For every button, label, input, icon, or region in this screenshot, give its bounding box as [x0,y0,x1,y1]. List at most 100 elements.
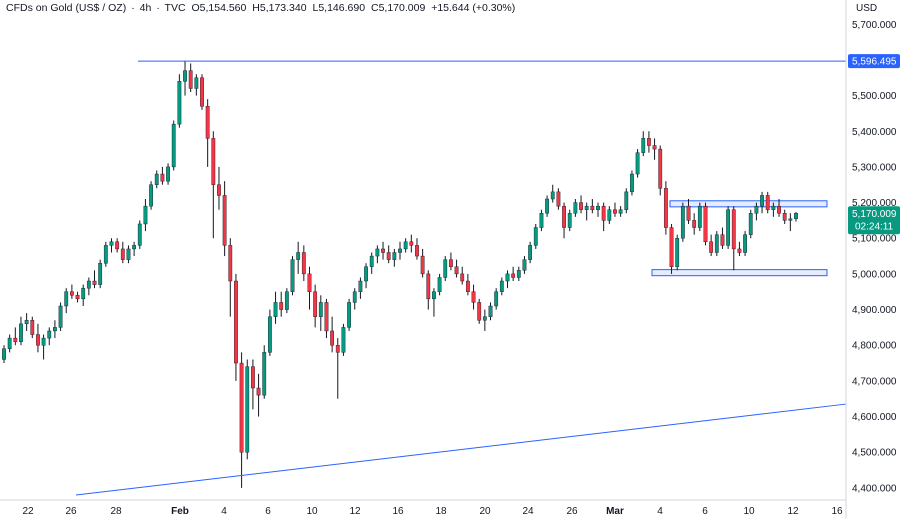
candle[interactable] [330,316,335,353]
candle[interactable] [714,231,719,257]
price-axis[interactable]: USD 5,700.0005,600.0005,500.0005,400.000… [845,0,897,518]
candle[interactable] [13,327,18,346]
resistance-zone[interactable] [669,200,828,208]
candle[interactable] [460,266,465,285]
candle[interactable] [415,238,419,260]
candle[interactable] [154,170,159,189]
candle[interactable] [296,241,301,274]
candle[interactable] [64,288,69,314]
candle[interactable] [358,277,363,299]
candle[interactable] [596,202,600,217]
candle[interactable] [137,220,142,249]
candle[interactable] [301,245,306,282]
candle[interactable] [251,359,255,410]
candle[interactable] [505,270,510,289]
candle[interactable] [590,199,595,214]
candle[interactable] [318,295,323,331]
candle[interactable] [75,291,80,303]
candle[interactable] [437,273,442,296]
candle[interactable] [771,202,776,217]
candle[interactable] [30,316,35,339]
candle[interactable] [488,302,493,321]
candle[interactable] [471,284,476,310]
candle[interactable] [313,284,318,328]
candle[interactable] [567,209,572,232]
candle[interactable] [86,277,91,296]
candle[interactable] [19,316,23,346]
candle[interactable] [364,263,368,289]
candle[interactable] [369,252,374,274]
time-axis[interactable]: 22 26 28 Feb 4 6 10 12 16 18 20 24 26 Mar 4 6 10 12 16 [0,499,846,517]
candle[interactable] [132,241,137,257]
candle[interactable] [409,234,414,253]
candle[interactable] [24,313,29,331]
candle[interactable] [149,181,153,210]
candle[interactable] [420,248,425,278]
candle[interactable] [647,131,651,153]
candle[interactable] [53,320,57,339]
candle[interactable] [641,131,646,157]
candle[interactable] [477,298,482,324]
candle[interactable] [528,241,533,264]
candle[interactable] [160,166,165,185]
candle[interactable] [234,273,238,381]
candle[interactable] [533,223,538,249]
candle[interactable] [200,74,204,110]
candle[interactable] [743,231,747,257]
candle[interactable] [245,359,250,460]
candle[interactable] [126,245,131,264]
candle[interactable] [454,259,459,278]
candle[interactable] [709,234,714,257]
candle[interactable] [663,181,668,235]
candle[interactable] [522,256,527,274]
candle[interactable] [443,256,448,282]
candle[interactable] [262,345,267,399]
candle[interactable] [499,277,504,296]
candle[interactable] [794,212,798,222]
candle[interactable] [686,199,691,224]
candle[interactable] [228,238,233,317]
candle[interactable] [584,202,589,221]
candle[interactable] [352,288,357,310]
candle[interactable] [36,323,40,353]
candle[interactable] [335,338,340,399]
candle[interactable] [731,206,736,271]
candle[interactable] [624,188,629,214]
candle[interactable] [760,191,764,214]
candle[interactable] [256,373,261,417]
candle[interactable] [613,202,617,217]
candle[interactable] [669,223,674,274]
candle[interactable] [449,252,453,271]
candle[interactable] [92,270,97,289]
candle[interactable] [697,202,702,232]
candle[interactable] [98,259,103,289]
candle[interactable] [635,149,640,178]
candle[interactable] [782,209,787,224]
candle[interactable] [188,63,193,93]
candle[interactable] [618,206,623,217]
candle[interactable] [273,291,278,324]
candle[interactable] [166,163,170,185]
candle[interactable] [754,202,759,221]
candle[interactable] [171,120,176,171]
candle[interactable] [183,60,187,96]
candle[interactable] [381,241,385,260]
candle[interactable] [765,191,770,214]
candle[interactable] [103,241,108,267]
candle[interactable] [658,145,663,196]
candle[interactable] [403,238,408,253]
candle[interactable] [516,266,521,282]
candle[interactable] [788,213,793,232]
candle[interactable] [426,270,431,310]
candle[interactable] [58,302,63,331]
candle[interactable] [284,288,289,314]
candle[interactable] [465,273,470,296]
candle[interactable] [692,213,697,235]
candle[interactable] [341,323,346,356]
candle[interactable] [81,284,86,306]
candle[interactable] [222,181,227,257]
support-zone[interactable] [651,269,828,277]
symbol-name[interactable]: CFDs on Gold (US$ / OZ) [6,2,127,14]
candle[interactable] [307,266,312,310]
